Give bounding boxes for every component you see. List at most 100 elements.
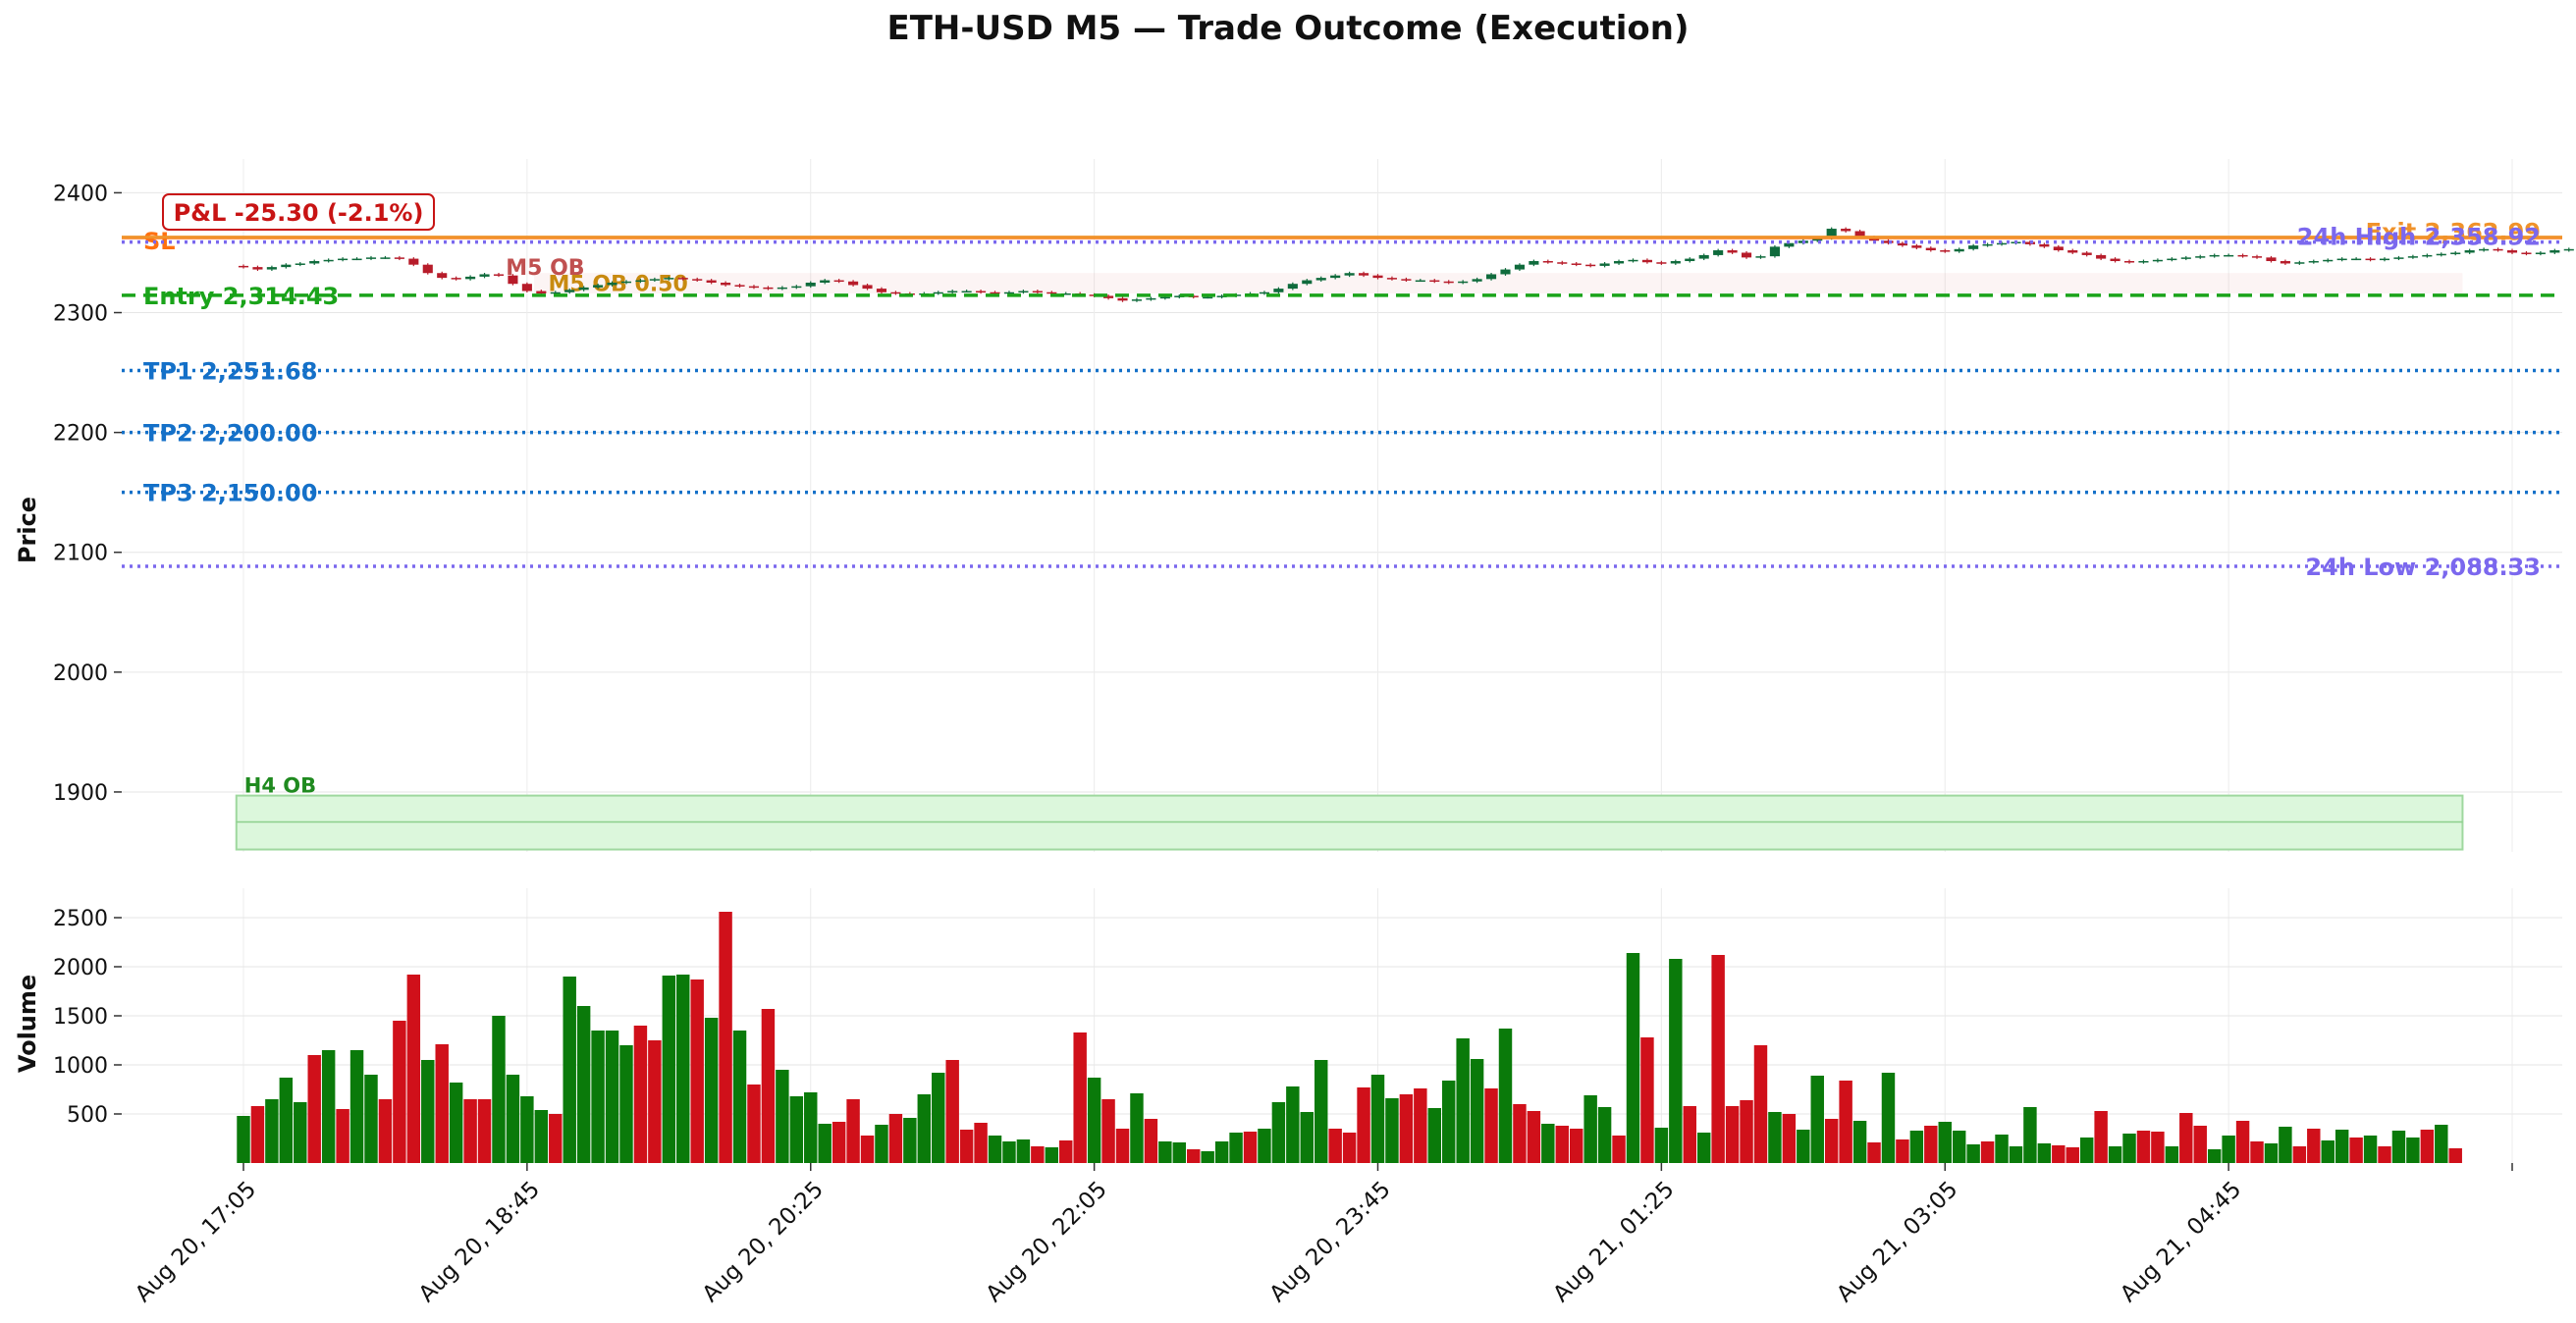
candle: [1968, 243, 1979, 251]
volume-bar: [1612, 1136, 1626, 1163]
candle-body: [1472, 279, 1482, 282]
candle: [1585, 263, 1596, 268]
volume-bar: [732, 1031, 747, 1163]
volume-bar: [974, 1123, 988, 1163]
volume-bar: [1852, 1121, 1867, 1163]
price-tick-label: 2000: [53, 662, 108, 686]
candle-body: [351, 258, 362, 261]
volume-bar: [1938, 1122, 1952, 1163]
volume-bar: [2435, 1125, 2448, 1163]
candle-body: [1698, 254, 1709, 259]
candle: [2506, 248, 2518, 254]
level-label-low: 24h Low 2,088.33: [2305, 554, 2541, 581]
volume-bar: [534, 1110, 549, 1163]
candle: [876, 287, 887, 294]
volume-bar: [1315, 1060, 1328, 1163]
candle: [1996, 241, 2008, 246]
candle-body: [2152, 259, 2163, 262]
volume-grid: [122, 888, 2562, 1163]
candle-body: [876, 289, 887, 292]
candle: [365, 255, 377, 261]
candle-body: [1344, 273, 1355, 276]
candle-body: [635, 280, 646, 283]
candle: [521, 282, 532, 293]
level-label-tp: TP1 2,251.68: [143, 358, 317, 386]
volume-bar: [776, 1070, 789, 1163]
volume-bar: [2052, 1145, 2066, 1163]
candle: [1174, 293, 1185, 299]
candle: [1641, 258, 1652, 264]
volume-bar: [250, 1106, 265, 1163]
candle: [1628, 258, 1638, 263]
pnl-badge: P&L -25.30 (-2.1%): [162, 193, 435, 231]
volume-bar: [1101, 1099, 1115, 1163]
candle-body: [1613, 261, 1625, 264]
volume-bar: [1867, 1142, 1881, 1163]
volume-bar: [917, 1094, 932, 1163]
volume-bar: [2108, 1146, 2122, 1163]
candle-body: [748, 286, 760, 289]
candle-body: [677, 278, 688, 280]
volume-bar: [2307, 1129, 2321, 1163]
volume-bar: [2321, 1140, 2334, 1163]
candle-body: [2379, 258, 2390, 261]
volume-bar: [2334, 1130, 2349, 1163]
volume-bar: [2378, 1146, 2391, 1163]
candle-body: [1203, 296, 1213, 299]
candle-body: [281, 264, 292, 268]
volume-bar: [1214, 1141, 1229, 1163]
volume-bar: [393, 1021, 406, 1163]
volume-bar: [1002, 1141, 1016, 1163]
candle: [437, 271, 448, 280]
candle: [1755, 254, 1766, 259]
volume-bar: [1909, 1131, 1924, 1163]
candle: [1925, 246, 1936, 252]
candle-body: [2479, 248, 2490, 251]
candle: [1117, 296, 1128, 302]
candle: [862, 283, 873, 291]
volume-bar: [719, 912, 732, 1163]
price-axis: 1900 2000 2100 2200 2300 2400: [53, 182, 122, 806]
candle: [1344, 271, 1355, 278]
candle-body: [2422, 254, 2433, 257]
candle-body: [1372, 275, 1383, 279]
candle: [1401, 277, 1412, 283]
volume-bar: [1271, 1102, 1286, 1163]
candle: [2479, 247, 2490, 252]
volume-bar: [1201, 1151, 1214, 1163]
volume-tick-label: 2500: [53, 907, 108, 931]
candle: [2138, 259, 2149, 264]
volume-bar: [1669, 959, 1683, 1163]
candle-body: [2180, 257, 2191, 259]
volume-bar: [1130, 1093, 1144, 1163]
volume-bar: [1924, 1126, 1938, 1163]
candle-body: [2081, 252, 2092, 255]
candle: [323, 258, 334, 263]
candle-body: [593, 285, 604, 288]
candle: [1216, 293, 1227, 299]
volume-bar: [888, 1114, 903, 1163]
candle: [2039, 242, 2050, 248]
volume-bar: [988, 1136, 1002, 1163]
candle-body: [1841, 229, 1852, 232]
candle: [465, 275, 476, 281]
candle: [1372, 274, 1383, 280]
h4-ob-label: H4 OB: [244, 774, 316, 798]
candle: [2521, 251, 2532, 256]
candle: [1542, 259, 1553, 264]
candle: [2152, 258, 2163, 263]
candle: [2237, 253, 2248, 258]
volume-bar: [789, 1096, 804, 1163]
candle-body: [777, 287, 787, 290]
volume-bar: [804, 1092, 818, 1163]
x-tick-label: Aug 20, 22:05: [982, 1177, 1112, 1307]
candle-body: [2237, 254, 2248, 257]
volume-bar: [1414, 1088, 1427, 1163]
x-tick-label: Aug 21, 04:45: [2116, 1177, 2246, 1307]
volume-bar: [591, 1031, 605, 1163]
candle: [1060, 291, 1071, 295]
volume-bar: [1782, 1114, 1797, 1163]
volume-bar: [2079, 1138, 2094, 1163]
candle-body: [1599, 263, 1610, 266]
